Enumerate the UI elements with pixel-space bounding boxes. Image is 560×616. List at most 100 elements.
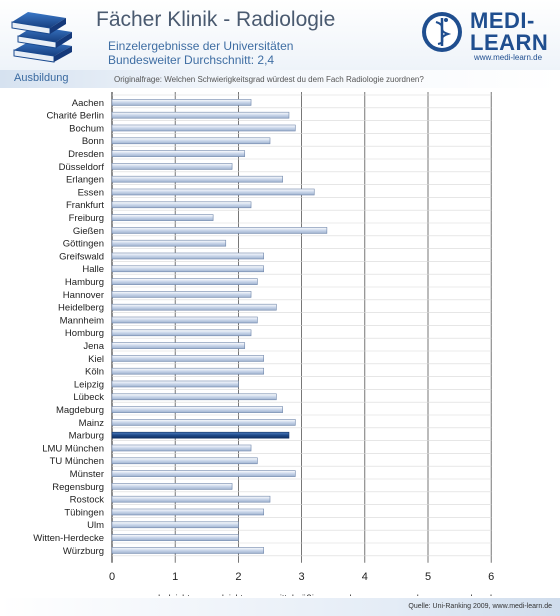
x-tick-label: 5	[425, 571, 431, 583]
bar	[111, 393, 277, 401]
rating-label: sehr leicht	[149, 593, 191, 596]
bar	[111, 367, 264, 375]
bar	[111, 329, 252, 337]
category-label: Freiburg	[69, 213, 104, 224]
rating-label: schwer	[408, 593, 437, 596]
x-tick-label: 3	[299, 571, 305, 583]
category-label: Aachen	[72, 98, 104, 109]
category-label: Tübingen	[64, 507, 104, 518]
category-label: Bonn	[82, 136, 104, 147]
category-label: Mainz	[79, 418, 105, 429]
category-label: Erlangen	[66, 175, 104, 186]
bar	[111, 470, 296, 477]
bar	[111, 214, 214, 221]
bar	[111, 355, 264, 362]
category-label: TU München	[50, 456, 104, 467]
bar	[111, 406, 283, 413]
category-label: Charité Berlin	[46, 111, 104, 122]
bar	[111, 111, 290, 119]
bar	[111, 534, 239, 541]
category-label: Mannheim	[60, 315, 104, 326]
bar	[111, 175, 283, 183]
source-footer: Quelle: Uni-Ranking 2009, www.medi-learn…	[408, 603, 552, 610]
category-label: Rostock	[70, 495, 105, 506]
category-label: Regensburg	[52, 482, 104, 493]
logo-url[interactable]: www.medi-learn.de	[474, 53, 543, 62]
bar	[111, 444, 252, 452]
category-label: Hamburg	[65, 277, 104, 288]
category-label: Witten-Herdecke	[33, 533, 104, 544]
bar	[111, 124, 296, 132]
category-label: Göttingen	[63, 239, 104, 250]
bar	[111, 342, 246, 349]
header: Fächer Klinik - Radiologie Einzelergebni…	[0, 0, 560, 70]
books-icon	[11, 12, 72, 63]
category-label: Hannover	[63, 290, 104, 301]
category-label: Ulm	[87, 520, 104, 531]
bar	[111, 419, 296, 426]
category-label: Homburg	[65, 328, 104, 339]
category-label: Bochum	[69, 123, 104, 134]
category-label: LMU München	[42, 443, 104, 454]
x-tick-label: 4	[362, 571, 368, 583]
question-text: Originalfrage: Welchen Schwierigkeitsgra…	[114, 75, 424, 84]
category-label: Heidelberg	[58, 303, 104, 314]
bar-highlight	[111, 431, 290, 439]
category-label: Kiel	[88, 354, 104, 365]
bar	[111, 252, 264, 260]
medi-learn-logo	[422, 12, 462, 52]
x-tick-label: 6	[488, 571, 494, 583]
x-tick-label: 0	[109, 571, 115, 583]
rating-label: sehr schwer	[461, 593, 510, 596]
x-tick-label: 1	[172, 571, 178, 583]
category-label: Gießen	[73, 226, 104, 237]
bar	[111, 521, 239, 529]
rating-label: mittelmäßig	[272, 593, 319, 596]
bar	[111, 227, 328, 234]
footer-bar	[0, 598, 560, 616]
bar	[111, 457, 258, 465]
bar	[111, 163, 233, 170]
category-label: Dresden	[68, 149, 104, 160]
bar	[111, 265, 264, 273]
bar	[111, 291, 252, 298]
bar	[111, 495, 271, 503]
category-label: Greifswald	[59, 251, 104, 262]
bar	[111, 547, 264, 554]
bar	[111, 508, 264, 516]
bar	[111, 137, 271, 145]
bar	[111, 150, 246, 157]
section-label: Ausbildung	[14, 72, 69, 84]
bar	[111, 239, 227, 247]
category-label: Münster	[70, 469, 104, 480]
rating-label: schwerer	[341, 593, 378, 596]
category-label: Essen	[78, 187, 104, 198]
page-title: Fächer Klinik - Radiologie	[96, 8, 336, 31]
logo-text-learn: LEARN	[470, 30, 549, 55]
bar	[111, 201, 252, 209]
bar	[111, 380, 239, 388]
category-label: Köln	[85, 367, 104, 378]
bar	[111, 303, 277, 311]
subtitle-universities: Einzelergebnisse der Universitäten	[108, 39, 294, 53]
bar	[111, 99, 252, 106]
category-label: Magdeburg	[56, 405, 104, 416]
bar	[111, 278, 258, 285]
subtitle-average: Bundesweiter Durchschnitt: 2,4	[108, 53, 275, 67]
category-label: Halle	[82, 264, 104, 275]
category-label: Jena	[83, 341, 104, 352]
section-bar	[0, 70, 560, 88]
category-label: Lübeck	[73, 392, 104, 403]
category-label: Frankfurt	[66, 200, 104, 211]
bar	[111, 316, 258, 324]
category-label: Marburg	[69, 431, 104, 442]
category-label: Leipzig	[74, 379, 104, 390]
x-tick-label: 2	[235, 571, 241, 583]
rating-label: leicht	[222, 593, 244, 596]
logo-text-medi: MEDI-	[470, 8, 535, 33]
category-label: Düsseldorf	[59, 162, 105, 173]
category-label: Würzburg	[63, 546, 104, 557]
bar	[111, 483, 233, 490]
bar	[111, 188, 315, 196]
